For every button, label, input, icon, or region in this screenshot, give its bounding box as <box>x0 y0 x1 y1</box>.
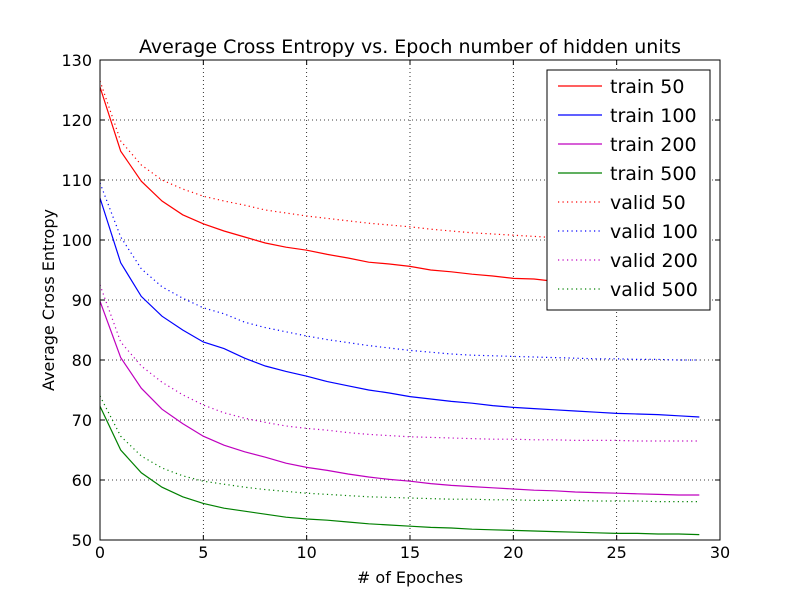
series-line-valid-500 <box>99 395 700 503</box>
x-tick-label: 10 <box>296 543 316 562</box>
legend-label: valid 50 <box>610 192 686 214</box>
series-line-train-500 <box>99 405 700 536</box>
legend-label: valid 500 <box>610 279 698 301</box>
y-tick-label: 70 <box>72 411 92 430</box>
legend-label: train 200 <box>610 134 697 156</box>
series-lines <box>99 80 700 536</box>
y-tick-label: 80 <box>72 351 92 370</box>
y-axis-title: Average Cross Entropy <box>39 209 58 391</box>
x-tick-label: 20 <box>503 543 523 562</box>
series-line-valid-200 <box>99 284 700 442</box>
legend-label: valid 100 <box>610 221 698 243</box>
y-tick-label: 130 <box>61 51 92 70</box>
legend-box <box>546 69 711 311</box>
legend-label: valid 200 <box>610 250 698 272</box>
axis-ticks: 0 5 10 15 20 25 30 50 60 70 80 90 100 110 120 130 <box>61 51 730 562</box>
chart-title: Average Cross Entropy vs. Epoch number o… <box>139 36 681 58</box>
y-tick-label: 60 <box>72 471 92 490</box>
x-tick-label: 5 <box>198 543 208 562</box>
legend: train 50 train 100 train 200 train 500 valid… <box>546 69 711 311</box>
y-tick-label: 50 <box>72 531 92 550</box>
series-line-train-100 <box>99 197 700 418</box>
legend-label: train 50 <box>610 76 684 98</box>
y-tick-label: 120 <box>61 111 92 130</box>
x-axis-title: # of Epoches <box>357 568 463 587</box>
y-tick-label: 90 <box>72 291 92 310</box>
y-tick-label: 100 <box>61 231 92 250</box>
y-tick-label: 110 <box>61 171 92 190</box>
x-tick-label: 30 <box>710 543 730 562</box>
x-tick-label: 0 <box>95 543 105 562</box>
legend-label: train 500 <box>610 163 697 185</box>
series-line-train-200 <box>99 300 700 496</box>
x-tick-label: 25 <box>606 543 626 562</box>
legend-label: train 100 <box>610 105 697 127</box>
x-tick-label: 15 <box>400 543 420 562</box>
